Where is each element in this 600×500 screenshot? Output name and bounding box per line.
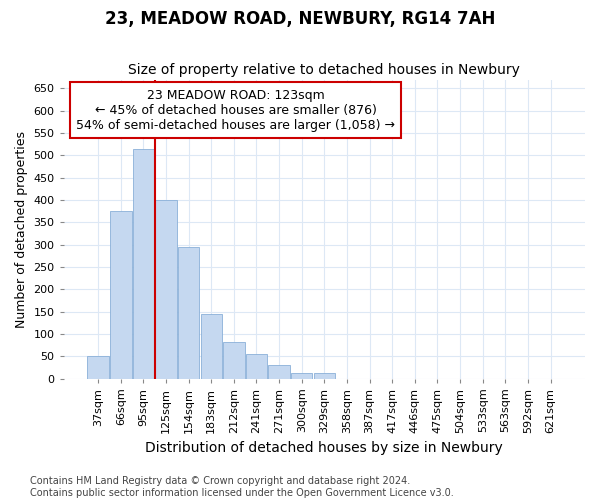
Bar [291, 373, 313, 378]
Bar [155, 200, 177, 378]
Bar [314, 374, 335, 378]
Bar [268, 365, 290, 378]
Bar [178, 247, 199, 378]
Text: Contains HM Land Registry data © Crown copyright and database right 2024.
Contai: Contains HM Land Registry data © Crown c… [30, 476, 454, 498]
Title: Size of property relative to detached houses in Newbury: Size of property relative to detached ho… [128, 63, 520, 77]
Bar [200, 314, 222, 378]
Bar [88, 356, 109, 378]
Bar [133, 148, 154, 378]
Bar [223, 342, 245, 378]
X-axis label: Distribution of detached houses by size in Newbury: Distribution of detached houses by size … [145, 441, 503, 455]
Bar [246, 354, 267, 378]
Text: 23, MEADOW ROAD, NEWBURY, RG14 7AH: 23, MEADOW ROAD, NEWBURY, RG14 7AH [105, 10, 495, 28]
Bar [110, 211, 131, 378]
Y-axis label: Number of detached properties: Number of detached properties [15, 130, 28, 328]
Text: 23 MEADOW ROAD: 123sqm
← 45% of detached houses are smaller (876)
54% of semi-de: 23 MEADOW ROAD: 123sqm ← 45% of detached… [76, 88, 395, 132]
